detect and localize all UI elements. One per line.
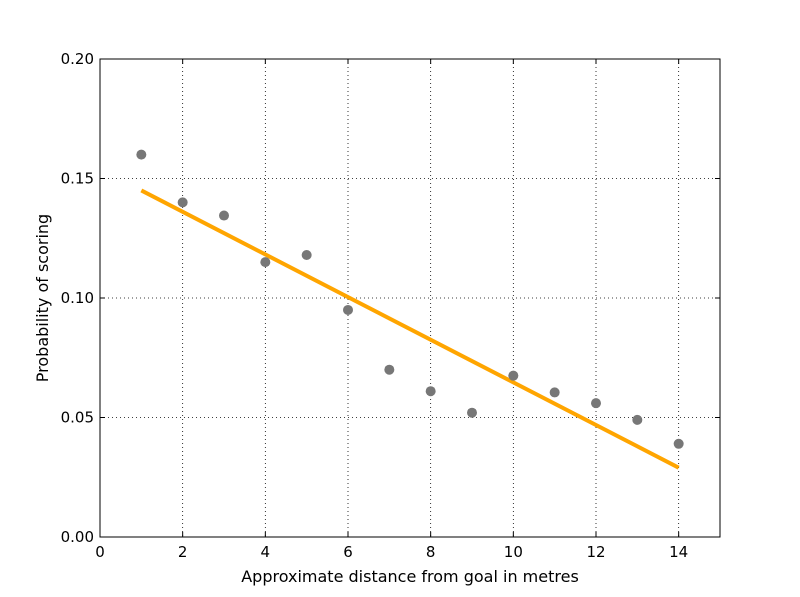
x-tick-label: 12 <box>586 543 605 561</box>
x-tick-label: 10 <box>504 543 523 561</box>
y-axis-label: Probability of scoring <box>33 214 52 382</box>
trend-line-layer <box>140 188 680 470</box>
grid-lines <box>100 59 720 537</box>
data-point <box>508 370 519 381</box>
data-point <box>177 197 188 208</box>
x-tick-label: 6 <box>343 543 353 561</box>
data-point <box>591 398 601 409</box>
y-tick-label: 0.10 <box>61 289 94 307</box>
data-point <box>467 407 477 418</box>
x-tick-label: 4 <box>261 543 271 561</box>
data-point <box>673 438 684 449</box>
data-points <box>136 149 684 449</box>
x-tick-label: 8 <box>426 543 436 561</box>
x-tick-label: 14 <box>669 543 688 561</box>
y-tick-label: 0.20 <box>61 50 94 68</box>
x-tick-label: 0 <box>95 543 105 561</box>
data-point <box>219 210 229 221</box>
data-point <box>343 304 353 315</box>
y-tick-label: 0.05 <box>61 409 94 427</box>
axis-ticks: 0 2 4 6 8 10 12 14 0.00 0.05 0.10 0.15 0.20 <box>61 50 720 561</box>
data-point <box>632 414 643 425</box>
y-tick-label: 0.00 <box>61 528 94 546</box>
data-point <box>425 386 436 397</box>
y-tick-label: 0.15 <box>61 170 94 188</box>
data-point <box>301 249 312 260</box>
data-point <box>260 257 271 268</box>
x-tick-label: 2 <box>178 543 188 561</box>
data-point <box>384 364 395 375</box>
data-point <box>136 149 147 160</box>
x-axis-label: Approximate distance from goal in metres <box>241 567 579 586</box>
trend-line <box>140 188 680 470</box>
data-point <box>549 387 560 398</box>
